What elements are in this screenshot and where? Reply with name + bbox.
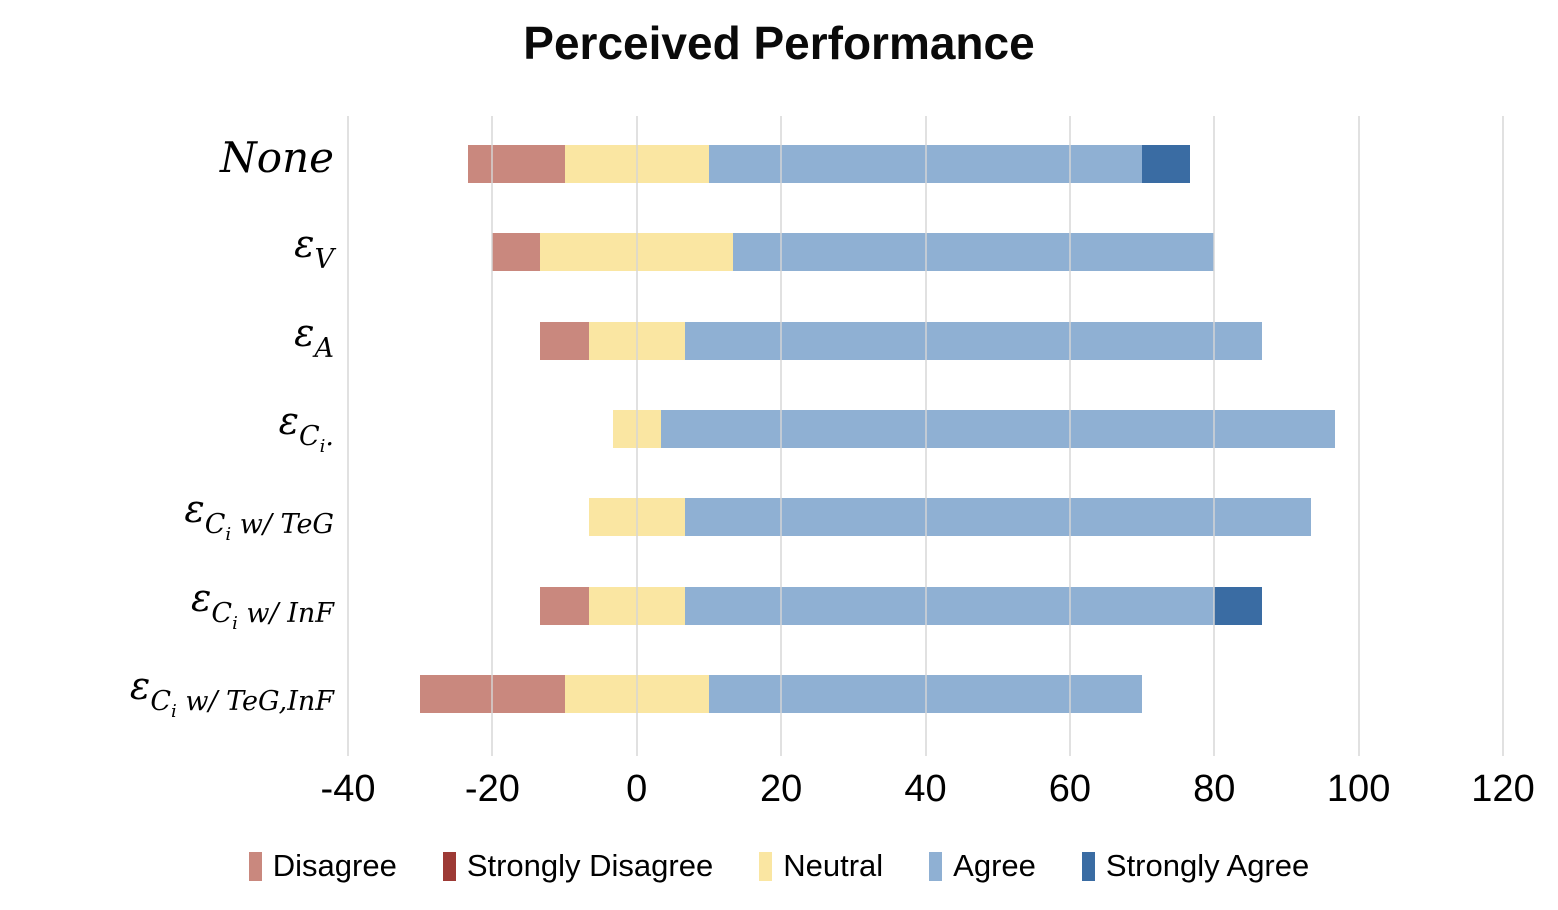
x-tick-label-0: 0 — [626, 768, 648, 810]
gridline-100 — [1357, 116, 1360, 756]
y-label-subsubscript: i — [170, 700, 177, 722]
gridline-20 — [780, 116, 783, 756]
legend-label-strongly-disagree: Strongly Disagree — [466, 848, 714, 883]
epsilon-symbol: ε — [184, 487, 205, 532]
y-label-subsubscript: i — [225, 524, 232, 546]
gridline--40 — [347, 116, 349, 756]
y-label-subscript: Ci w/ TeG,InF — [150, 685, 334, 722]
x-tick-label-100: 100 — [1326, 768, 1391, 810]
gridline-80 — [1213, 116, 1216, 756]
y-label-subscript: Ci. — [298, 420, 334, 457]
y-label-none: None — [0, 137, 334, 179]
epsilon-symbol: ε — [278, 398, 299, 443]
bar-segment-disagree-c-i-w-inf — [540, 586, 589, 625]
y-label-c-i-w-teg-inf: εCi w/ TeG,InF — [0, 667, 334, 721]
legend-label-neutral: Neutral — [783, 848, 884, 883]
legend-item-strongly-disagree: Strongly Disagree — [442, 848, 714, 884]
legend-item-agree: Agree — [929, 848, 1036, 884]
bar-segment-agree-c-i-w-inf — [684, 586, 1215, 625]
chart-title: Perceived Performance — [523, 17, 1035, 69]
y-label-c-i-w-inf: εCi w/ InF — [0, 579, 334, 633]
legend-swatch-strongly-agree-icon — [1081, 851, 1095, 881]
y-label-text: None — [220, 133, 334, 182]
epsilon-symbol: ε — [129, 663, 151, 708]
x-tick-label-120: 120 — [1471, 768, 1535, 810]
legend: Disagree Strongly Disagree Neutral Agree Str… — [0, 848, 1558, 884]
epsilon-symbol: ε — [190, 575, 212, 620]
y-label-subscript: Ci w/ InF — [211, 597, 334, 634]
bar-segment-agree-c-i-w-teg — [684, 498, 1311, 537]
bar-segment-disagree-none — [468, 145, 565, 183]
x-tick-label-40: 40 — [904, 768, 947, 810]
y-label-c-i-w-teg: εCi w/ TeG — [0, 490, 334, 544]
legend-label-strongly-agree: Strongly Agree — [1105, 848, 1310, 883]
legend-label-disagree: Disagree — [272, 848, 397, 883]
bar-segment-agree-a — [684, 321, 1263, 360]
gridline-40 — [924, 116, 927, 756]
gridline-60 — [1068, 116, 1071, 756]
x-tick-label-20: 20 — [759, 768, 803, 810]
bar-segment-agree-c-i — [660, 409, 1335, 448]
y-label-v: εV — [0, 225, 334, 273]
y-label-subscript-text: w/ TeG,InF — [176, 685, 334, 717]
gridline-120 — [1502, 116, 1504, 756]
x-tick-label-80: 80 — [1193, 768, 1236, 810]
y-label-subscript-text: . — [325, 420, 334, 452]
bar-segment-agree-v — [733, 233, 1215, 272]
legend-item-strongly-agree: Strongly Agree — [1081, 848, 1310, 884]
legend-label-agree: Agree — [953, 848, 1036, 883]
legend-item-neutral: Neutral — [759, 848, 883, 884]
y-label-subscript: V — [314, 244, 335, 276]
legend-item-disagree: Disagree — [248, 848, 397, 884]
y-label-subsubscript: i — [319, 435, 326, 457]
y-label-c-i: εCi. — [0, 402, 334, 456]
gridline--20 — [491, 116, 494, 756]
gridline-0 — [635, 116, 638, 756]
y-label-subsubscript: i — [232, 612, 238, 634]
y-label-subscript-text: w/ TeG — [231, 509, 334, 541]
x-tick-label--40: -40 — [320, 768, 376, 810]
bar-segment-disagree-a — [540, 321, 589, 360]
x-tick-label-60: 60 — [1048, 768, 1092, 810]
legend-swatch-disagree-icon — [248, 851, 262, 881]
legend-swatch-agree-icon — [929, 851, 943, 881]
y-label-subscript-text: w/ InF — [237, 597, 334, 629]
epsilon-symbol: ε — [294, 222, 315, 267]
epsilon-symbol: ε — [294, 310, 315, 355]
legend-swatch-strongly-disagree-icon — [442, 851, 456, 881]
legend-swatch-neutral-icon — [759, 851, 773, 881]
bar-segment-disagree-v — [492, 233, 541, 272]
bar-segment-strongly-agree-none — [1142, 145, 1191, 183]
y-label-subscript: A — [314, 332, 335, 364]
y-label-a: εA — [0, 314, 334, 362]
x-tick-label--20: -20 — [464, 768, 520, 810]
bar-segment-strongly-agree-c-i-w-inf — [1214, 586, 1263, 625]
y-label-subscript: Ci w/ TeG — [204, 509, 334, 546]
